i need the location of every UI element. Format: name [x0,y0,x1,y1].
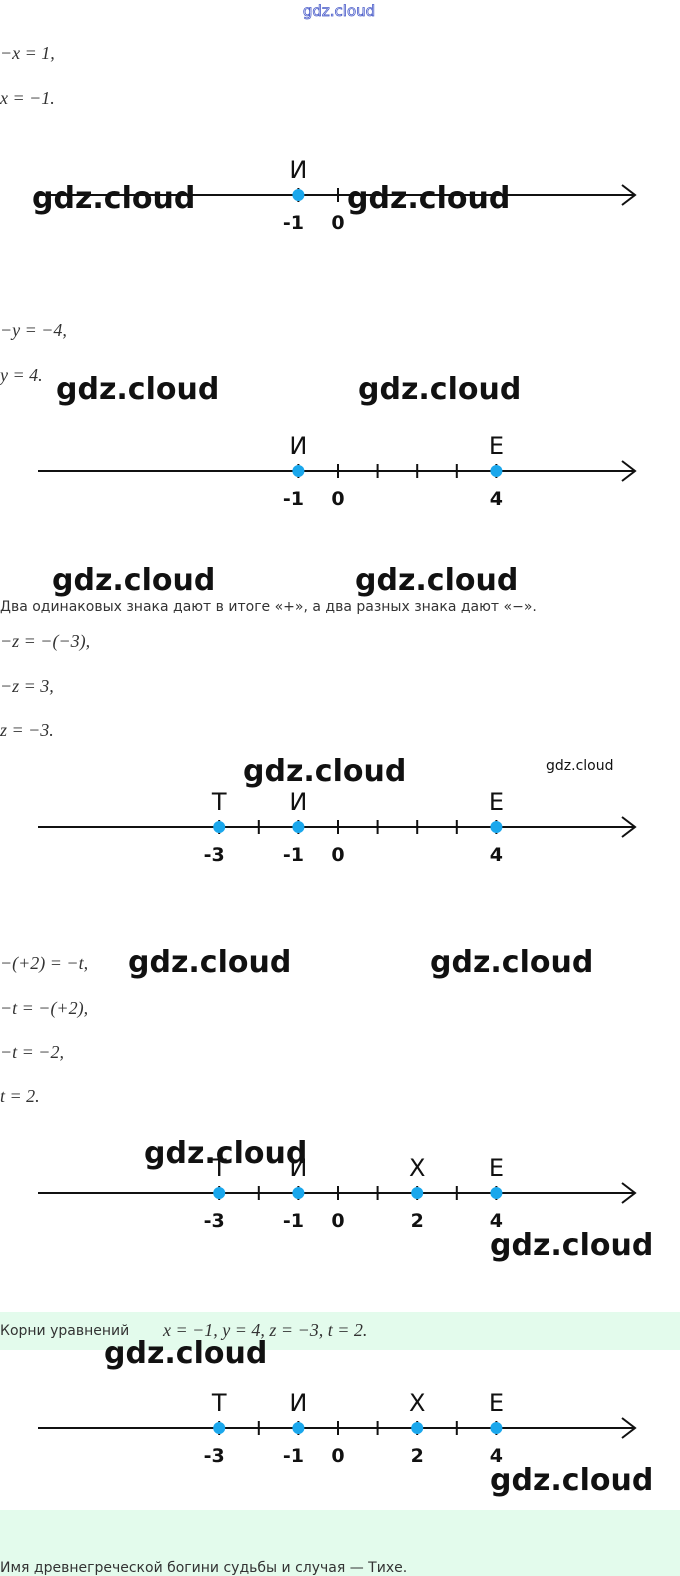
watermark: gdz.cloud [144,1136,307,1171]
answer-text: Имя древнегреческой богини судьбы и случ… [0,1560,407,1576]
point [292,189,305,201]
arrow-head [621,1417,637,1439]
math-line: −z = −(−3), [0,631,90,652]
point-letter: Х [409,1154,425,1182]
point [292,1422,305,1434]
arrow-head [621,184,637,206]
tick-label: -3 [204,1210,225,1232]
watermark: gdz.cloud [347,181,510,216]
answer-prefix: Корни уравнений [0,1323,129,1339]
watermark: gdz.cloud [358,372,521,407]
tick-label: 4 [490,488,503,510]
point [213,1422,226,1434]
tick-label: -1 [283,844,304,866]
watermark: gdz.cloud [355,563,518,598]
point [490,1187,503,1199]
arrow-head [621,460,637,482]
tick-label: 0 [331,844,344,866]
answer-math: x = −1, y = 4, z = −3, t = 2. [162,1320,367,1340]
point-letter: И [289,788,307,816]
point-letter: И [289,1154,307,1182]
point-letter: Т [211,788,227,816]
math-line: t = 2. [0,1086,40,1106]
note-text: Два одинаковых знака дают в итоге «+», а… [0,599,537,615]
tick-label: 4 [490,1210,503,1232]
tick-label: -1 [283,488,304,510]
watermark: gdz.cloud [490,1463,653,1498]
point-letter: Т [211,1389,227,1417]
tick-label: 0 [331,212,344,234]
point-letter: Е [489,788,504,816]
point [292,465,305,477]
watermark: gdz.cloud [52,563,215,598]
math-line: y = 4. [0,365,43,385]
watermark: gdz.cloud [430,945,593,980]
point-letter: Т [211,1154,227,1182]
watermark: gdz.cloud [546,758,613,774]
watermark: gdz.cloud [128,945,291,980]
point-letter: И [289,156,307,184]
math-line: −(+2) = −t, [0,953,88,974]
watermark: gdz.cloud [56,372,219,407]
point-letter: И [289,1389,307,1417]
math-line: z = −3. [0,720,54,740]
watermark: gdz.cloud [303,2,375,20]
tick-label: 2 [411,1445,424,1467]
point-letter: Х [409,1389,425,1417]
tick-label: -3 [204,844,225,866]
point [292,821,305,833]
tick-label: 0 [331,488,344,510]
point [490,1422,503,1434]
math-line: x = −1. [0,88,55,108]
tick-label: 0 [331,1210,344,1232]
watermark: gdz.cloud [104,1336,267,1371]
watermark: gdz.cloud [32,181,195,216]
tick-label: 4 [490,1445,503,1467]
point [213,821,226,833]
point [490,465,503,477]
point [411,1422,424,1434]
arrow-head [621,816,637,838]
point-letter: Е [489,432,504,460]
tick-label: -1 [283,212,304,234]
math-line: −t = −(+2), [0,998,88,1019]
tick-label: 0 [331,1445,344,1467]
watermark: gdz.cloud [490,1228,653,1263]
point-letter: Е [489,1154,504,1182]
tick-label: 2 [411,1210,424,1232]
point [292,1187,305,1199]
tick-label: -1 [283,1210,304,1232]
answer-box [0,1312,680,1350]
point [490,821,503,833]
math-line: −t = −2, [0,1042,64,1062]
tick-label: -1 [283,1445,304,1467]
point [213,1187,226,1199]
arrow-head [621,1182,637,1204]
math-line: −z = 3, [0,676,54,696]
math-line: −y = −4, [0,320,67,340]
point-letter: Е [489,1389,504,1417]
tick-label: -3 [204,1445,225,1467]
math-line: −x = 1, [0,43,55,63]
tick-label: 4 [490,844,503,866]
answer-box [0,1510,680,1576]
point [411,1187,424,1199]
point-letter: И [289,432,307,460]
watermark: gdz.cloud [243,754,406,789]
